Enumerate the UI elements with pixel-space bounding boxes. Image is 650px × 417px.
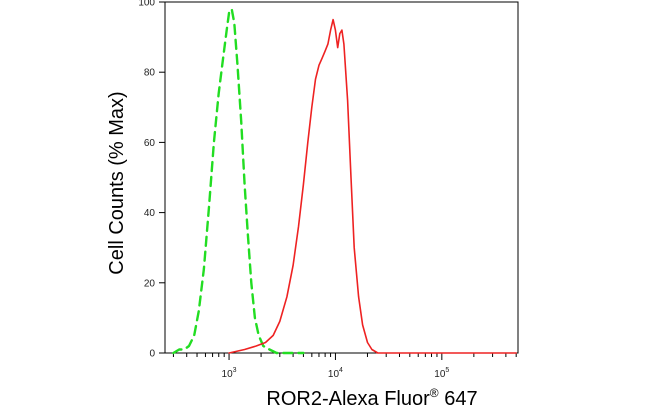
- plot-frame: [164, 1, 519, 354]
- y-axis: 0 20 40 60 80 100: [138, 0, 165, 360]
- x-axis-title: ROR2-Alexa Fluor® 647: [266, 386, 477, 410]
- y-tick-label-80: 80: [144, 68, 156, 79]
- y-axis-title: Cell Counts (% Max): [106, 91, 128, 274]
- x-tick-label-base: 10: [434, 369, 446, 380]
- y-tick-label-40: 40: [144, 208, 156, 219]
- y-tick-label-0: 0: [149, 349, 155, 360]
- x-tick-label-base: 10: [328, 369, 340, 380]
- x-tick-label-10000: 104: [328, 367, 343, 380]
- x-tick-label-100000: 105: [434, 367, 449, 380]
- y-tick-label-60: 60: [144, 138, 156, 149]
- histogram-series-1: [172, 7, 305, 355]
- plot-border: [164, 1, 519, 354]
- y-tick-label-20: 20: [144, 278, 156, 289]
- x-tick-label-base: 10: [222, 369, 234, 380]
- x-axis-title-main: ROR2-Alexa Fluor: [266, 388, 430, 410]
- x-axis-title-superscript: ®: [430, 386, 439, 400]
- x-tick-label-exponent: 3: [233, 367, 237, 374]
- series-layer: [172, 7, 517, 355]
- x-axis-title-suffix: 647: [439, 388, 478, 410]
- x-tick-label-exponent: 5: [445, 367, 449, 374]
- x-axis: 103 104 105: [172, 353, 517, 380]
- x-tick-label-1000: 103: [222, 367, 237, 380]
- histogram-series-2: [228, 18, 517, 354]
- y-tick-label-100: 100: [138, 0, 155, 9]
- x-tick-label-exponent: 4: [339, 367, 343, 374]
